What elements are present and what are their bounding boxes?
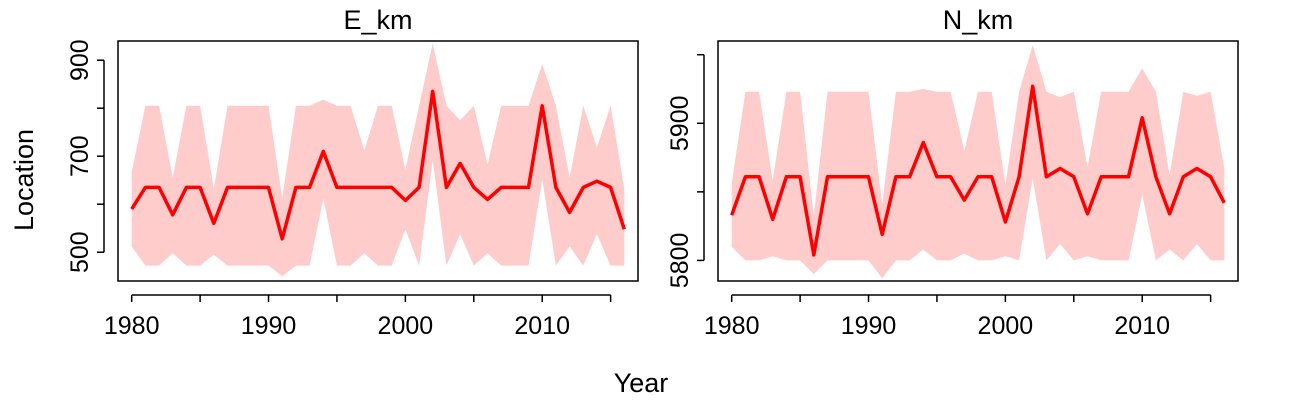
x-axis-label: Year bbox=[614, 368, 669, 398]
panel-title-e-km: E_km bbox=[343, 5, 412, 35]
plot-frame bbox=[117, 40, 639, 282]
x-tick-label: 1980 bbox=[104, 312, 160, 340]
y-tick-label: 5900 bbox=[666, 95, 694, 151]
y-tick-label: 900 bbox=[66, 39, 94, 81]
confidence-band bbox=[131, 43, 625, 277]
y-tick-label: 5800 bbox=[666, 233, 694, 289]
x-tick-label: 2000 bbox=[378, 312, 434, 340]
x-tick-label: 1990 bbox=[241, 312, 297, 340]
x-tick-label: 1980 bbox=[704, 312, 760, 340]
y-tick-label: 500 bbox=[66, 231, 94, 273]
panel-title-n-km: N_km bbox=[943, 5, 1014, 35]
x-tick-label: 2000 bbox=[978, 312, 1034, 340]
x-tick-label: 2010 bbox=[1114, 312, 1170, 340]
plot-frame bbox=[717, 40, 1239, 282]
y-axis-label: Location bbox=[9, 129, 39, 231]
y-tick-label: 700 bbox=[66, 135, 94, 177]
series-line bbox=[730, 84, 1226, 257]
panel-n-km: N_km 1980 1990 2000 2010 5800 5900 bbox=[666, 5, 1239, 340]
x-tick-label: 2010 bbox=[514, 312, 570, 340]
series-line bbox=[130, 89, 626, 241]
x-tick-label: 1990 bbox=[841, 312, 897, 340]
panel-e-km: E_km 1980 1990 2000 2010 500 700 900 bbox=[66, 5, 639, 340]
confidence-band bbox=[731, 45, 1225, 279]
